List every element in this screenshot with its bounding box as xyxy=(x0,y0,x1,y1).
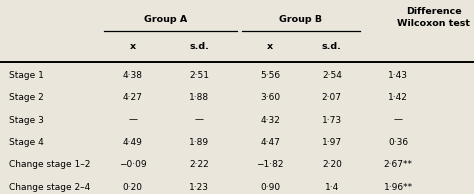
Text: x: x xyxy=(267,42,273,51)
Text: s.d.: s.d. xyxy=(322,42,342,51)
Text: 2·07: 2·07 xyxy=(322,93,342,102)
Text: —: — xyxy=(195,116,203,125)
Text: 2·22: 2·22 xyxy=(189,160,209,169)
Text: 2·51: 2·51 xyxy=(189,71,209,80)
Text: —: — xyxy=(128,116,137,125)
Text: 1·96**: 1·96** xyxy=(383,183,413,191)
Text: —: — xyxy=(394,116,402,125)
Text: Stage 3: Stage 3 xyxy=(9,116,45,125)
Text: 4·27: 4·27 xyxy=(123,93,143,102)
Text: 4·38: 4·38 xyxy=(123,71,143,80)
Text: Stage 1: Stage 1 xyxy=(9,71,45,80)
Text: 0·36: 0·36 xyxy=(388,138,408,147)
Text: 1·73: 1·73 xyxy=(322,116,342,125)
Text: Difference
Wilcoxon test: Difference Wilcoxon test xyxy=(397,7,470,28)
Text: 2·54: 2·54 xyxy=(322,71,342,80)
Text: 4·47: 4·47 xyxy=(260,138,280,147)
Text: 5·56: 5·56 xyxy=(260,71,280,80)
Text: Change stage 2–4: Change stage 2–4 xyxy=(9,183,91,191)
Text: 3·60: 3·60 xyxy=(260,93,280,102)
Text: 1·43: 1·43 xyxy=(388,71,408,80)
Text: 2·67**: 2·67** xyxy=(383,160,413,169)
Text: 4·32: 4·32 xyxy=(260,116,280,125)
Text: −0·09: −0·09 xyxy=(119,160,146,169)
Text: 1·88: 1·88 xyxy=(189,93,209,102)
Text: 1·23: 1·23 xyxy=(189,183,209,191)
Text: Group A: Group A xyxy=(144,15,188,24)
Text: Group B: Group B xyxy=(280,15,322,24)
Text: 0·20: 0·20 xyxy=(123,183,143,191)
Text: −1·82: −1·82 xyxy=(256,160,284,169)
Text: Stage 2: Stage 2 xyxy=(9,93,44,102)
Text: 2·20: 2·20 xyxy=(322,160,342,169)
Text: Stage 4: Stage 4 xyxy=(9,138,44,147)
Text: x: x xyxy=(130,42,136,51)
Text: 1·42: 1·42 xyxy=(388,93,408,102)
Text: Change stage 1–2: Change stage 1–2 xyxy=(9,160,91,169)
Text: 1·89: 1·89 xyxy=(189,138,209,147)
Text: 1·4: 1·4 xyxy=(325,183,339,191)
Text: s.d.: s.d. xyxy=(189,42,209,51)
Text: 1·97: 1·97 xyxy=(322,138,342,147)
Text: 0·90: 0·90 xyxy=(260,183,280,191)
Text: 4·49: 4·49 xyxy=(123,138,143,147)
